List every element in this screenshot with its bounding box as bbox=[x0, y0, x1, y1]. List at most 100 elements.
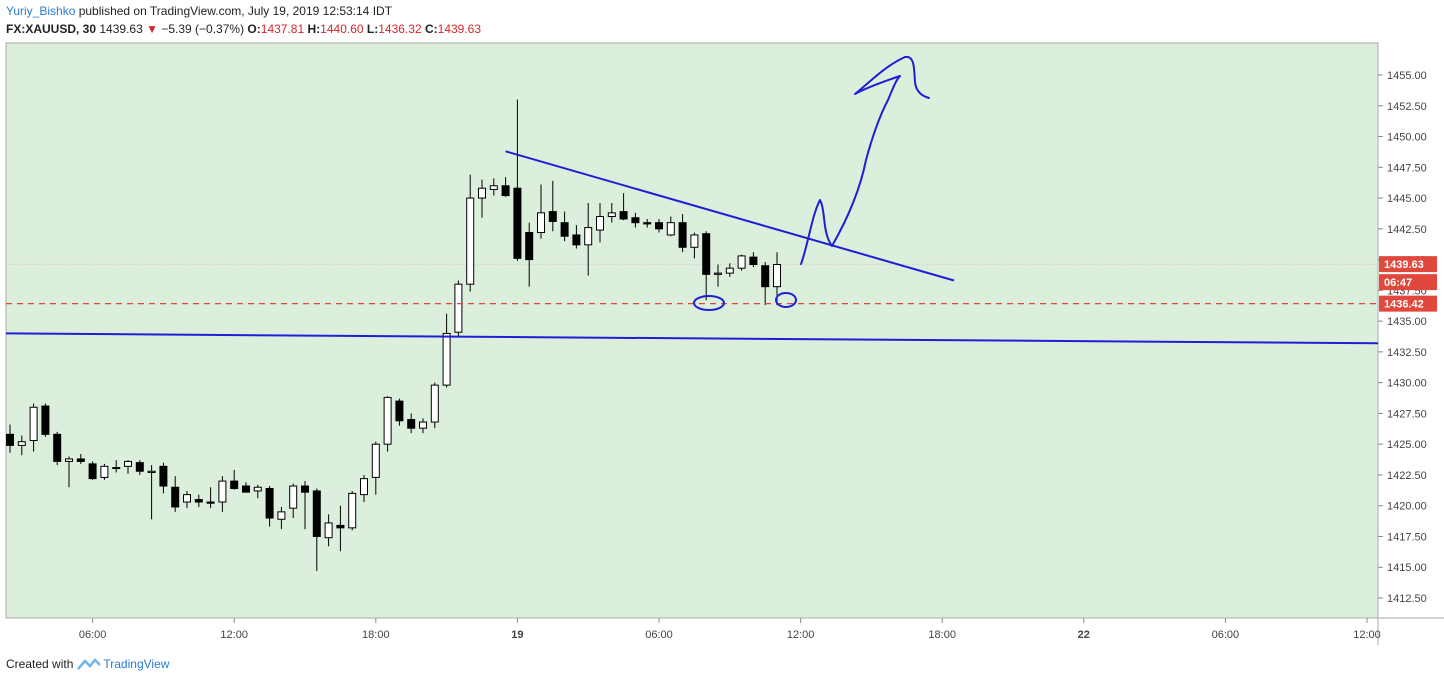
candle[interactable] bbox=[253, 484, 262, 499]
candle[interactable] bbox=[112, 460, 121, 473]
projection-arrow bbox=[800, 55, 930, 265]
candle[interactable] bbox=[371, 441, 380, 495]
candle-body bbox=[218, 480, 227, 503]
candle[interactable] bbox=[548, 180, 557, 232]
candle[interactable] bbox=[206, 487, 215, 509]
candle[interactable] bbox=[17, 435, 26, 456]
candle-body bbox=[761, 265, 770, 288]
candle[interactable] bbox=[655, 218, 663, 233]
candle[interactable] bbox=[6, 424, 14, 453]
candle[interactable] bbox=[147, 465, 156, 520]
candle[interactable] bbox=[596, 202, 604, 243]
candle[interactable] bbox=[572, 225, 581, 249]
candle[interactable] bbox=[584, 202, 593, 276]
candle[interactable] bbox=[442, 313, 451, 388]
candle[interactable] bbox=[525, 222, 534, 287]
published-text: published on TradingView.com, July 19, 2… bbox=[75, 4, 393, 18]
candle-body bbox=[537, 212, 545, 234]
candle[interactable] bbox=[725, 263, 734, 277]
price-tick-label: 1425.00 bbox=[1387, 439, 1427, 451]
candle[interactable] bbox=[348, 490, 357, 531]
candle[interactable] bbox=[714, 264, 722, 287]
candle[interactable] bbox=[513, 99, 522, 261]
candle[interactable] bbox=[395, 398, 404, 426]
candle[interactable] bbox=[336, 505, 345, 552]
candle[interactable] bbox=[419, 418, 427, 434]
candle[interactable] bbox=[312, 488, 321, 571]
plot-area[interactable] bbox=[5, 42, 1379, 619]
candle[interactable] bbox=[466, 174, 475, 292]
candle[interactable] bbox=[124, 460, 132, 474]
last-price-badge bbox=[1379, 256, 1437, 273]
time-tick-label: 19 bbox=[511, 629, 523, 641]
candle[interactable] bbox=[183, 490, 191, 509]
candle[interactable] bbox=[360, 474, 368, 503]
candle[interactable] bbox=[159, 462, 168, 494]
candle[interactable] bbox=[619, 193, 628, 221]
candle[interactable] bbox=[560, 211, 569, 242]
price-axis[interactable]: 1455.00 1452.50 1450.00 1447.50 1445.00 1442.… bbox=[1378, 70, 1427, 605]
candle[interactable] bbox=[761, 262, 770, 306]
horizontal-support-line[interactable] bbox=[5, 332, 1379, 345]
candle-body bbox=[289, 485, 298, 509]
candle[interactable] bbox=[76, 454, 85, 464]
tradingview-link[interactable]: TradingView bbox=[103, 657, 170, 671]
candle[interactable] bbox=[53, 431, 62, 466]
circled-low-2 bbox=[775, 292, 797, 308]
candle[interactable] bbox=[289, 483, 298, 519]
candle[interactable] bbox=[135, 460, 144, 475]
author-link[interactable]: Yuriy_Bishko bbox=[6, 4, 76, 18]
open-label: O: bbox=[247, 22, 261, 36]
price-tick-label: 1427.50 bbox=[1387, 408, 1427, 420]
descending-trendline[interactable] bbox=[505, 150, 955, 282]
candle[interactable] bbox=[501, 177, 510, 197]
candle[interactable] bbox=[666, 216, 675, 237]
candle-body bbox=[478, 187, 486, 199]
candle[interactable] bbox=[607, 202, 616, 223]
candle[interactable] bbox=[218, 476, 227, 512]
circled-low-1 bbox=[693, 295, 725, 311]
candle[interactable] bbox=[88, 461, 97, 480]
footer: Created with TradingView bbox=[6, 657, 169, 671]
candle[interactable] bbox=[678, 214, 687, 253]
candle-body bbox=[6, 433, 14, 446]
candle-body bbox=[41, 405, 50, 435]
candle-body bbox=[17, 441, 26, 446]
candle[interactable] bbox=[489, 178, 498, 196]
candle[interactable] bbox=[643, 218, 652, 228]
candle[interactable] bbox=[631, 212, 640, 228]
candle[interactable] bbox=[171, 476, 180, 512]
candle[interactable] bbox=[242, 482, 250, 493]
candle[interactable] bbox=[301, 481, 309, 530]
candle[interactable] bbox=[407, 413, 416, 434]
candle[interactable] bbox=[749, 252, 758, 267]
candle[interactable] bbox=[100, 463, 109, 480]
candle-body bbox=[584, 227, 593, 246]
drawings-layer bbox=[5, 55, 1379, 345]
candle[interactable] bbox=[454, 280, 463, 336]
candle[interactable] bbox=[383, 396, 392, 452]
candle[interactable] bbox=[478, 179, 486, 218]
candle[interactable] bbox=[430, 382, 439, 429]
candle[interactable] bbox=[702, 231, 711, 301]
candle-body bbox=[348, 492, 357, 529]
candle[interactable] bbox=[41, 403, 50, 437]
candle[interactable] bbox=[265, 486, 274, 527]
time-axis[interactable]: 06:00 12:00 18:00 19 06:00 12:00 18:00 22 06:00 1… bbox=[79, 618, 1381, 641]
candle[interactable] bbox=[65, 456, 73, 488]
close-label: C: bbox=[424, 22, 438, 36]
candle[interactable] bbox=[690, 232, 699, 259]
candle[interactable] bbox=[277, 506, 286, 530]
time-tick-label: 12:00 bbox=[787, 629, 815, 641]
high-value: 1440.60 bbox=[320, 22, 364, 36]
candle-body bbox=[183, 494, 191, 503]
candle-body bbox=[666, 222, 675, 236]
candle[interactable] bbox=[194, 494, 203, 507]
candle[interactable] bbox=[737, 254, 746, 271]
candle[interactable] bbox=[230, 470, 239, 490]
candle[interactable] bbox=[29, 403, 38, 452]
candle[interactable] bbox=[324, 514, 333, 547]
candle-body bbox=[737, 255, 746, 269]
candle[interactable] bbox=[537, 184, 545, 239]
